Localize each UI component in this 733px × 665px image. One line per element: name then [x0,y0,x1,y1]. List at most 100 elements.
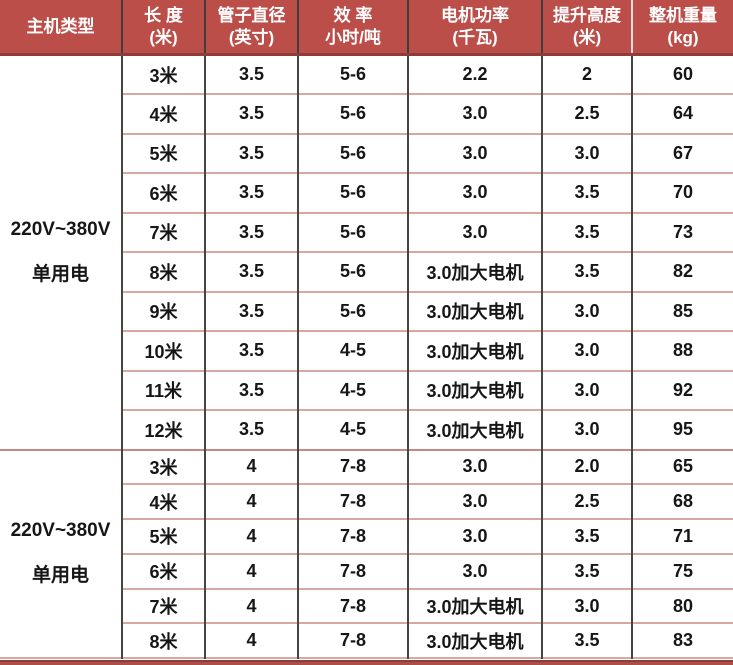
table-cell: 3.5 [541,172,632,213]
table-cell: 8米 [121,251,205,292]
table-cell: 12米 [121,409,205,450]
table-row: 4米 3.5 5-6 3.0 2.5 64 [0,93,733,134]
table-cell: 7-8 [297,587,408,624]
table-header: 主机类型 长 度 (米) 管子直径 (英寸) 效 率 小时/吨 电机功率 [0,0,733,56]
table-cell: 5-6 [297,172,408,213]
table-cell: 3.5 [541,251,632,292]
machine-type-label: 220V~380V [10,520,111,542]
column-header-efficiency: 效 率 小时/吨 [297,0,408,56]
table-row: 8米 4 7-8 3.0加大电机 3.5 83 [0,622,733,659]
table-cell: 3.5 [204,409,298,450]
table-cell: 75 [631,552,733,589]
column-header-pipe-diameter: 管子直径 (英寸) [204,0,298,56]
table-cell: 2 [541,54,632,94]
table-cell: 4 [204,518,298,554]
machine-type-label: 单用电 [31,565,89,587]
table-cell: 3.5 [541,518,632,554]
table-cell: 3.5 [204,93,298,134]
table-cell: 6米 [121,172,205,213]
table-cell: 60 [631,54,733,94]
table-cell: 3.0加大电机 [407,369,542,410]
table-cell: 2.5 [541,93,632,134]
table-cell: 68 [631,483,733,520]
table-cell: 9米 [121,290,205,331]
column-header-unit: (米) [149,27,178,47]
column-header-label: 主机类型 [26,16,95,36]
table-cell: 7米 [121,587,205,624]
column-header-unit: (英寸) [228,27,275,47]
table-cell: 5-6 [297,290,408,331]
table-cell: 3.0 [407,448,542,485]
table-cell: 3.0 [407,132,542,173]
column-header-unit: (千瓦) [452,27,498,47]
column-header-label: 提升高度 [553,6,621,26]
table-row: 6米 3.5 5-6 3.0 3.5 70 [0,172,733,213]
table-cell: 3.0 [407,211,542,252]
machine-type-label: 220V~380V [10,218,111,240]
table-cell: 5-6 [297,93,408,134]
table-cell: 4-5 [297,330,408,371]
table-cell: 3.0 [407,483,542,520]
table-cell: 71 [631,518,733,554]
table-row: 5米 4 7-8 3.0 3.5 71 [0,518,733,554]
column-header-label: 效 率 [333,6,373,26]
table-row: 9米 3.5 5-6 3.0加大电机 3.0 85 [0,290,733,331]
table-cell: 10米 [121,330,205,371]
table-cell: 3.0 [407,172,542,213]
table-cell: 3米 [121,54,205,94]
table-row: 220V~380V 单用电 3米 4 7-8 3.0 2.0 65 [0,448,733,659]
table-cell: 3.0 [541,587,632,624]
table-cell: 3.5 [204,211,298,252]
table-cell: 3.0加大电机 [407,622,542,659]
column-header-lift-height: 提升高度 (米) [541,0,632,56]
table-cell: 8米 [121,622,205,659]
table-cell: 2.0 [541,448,632,485]
table-row: 11米 3.5 4-5 3.0加大电机 3.0 92 [0,369,733,410]
table-cell: 4-5 [297,409,408,450]
table-cell: 3.0 [541,290,632,331]
table-row: 10米 3.5 4-5 3.0加大电机 3.0 88 [0,330,733,371]
column-header-motor-power: 电机功率 (千瓦) [407,0,542,56]
table-cell: 73 [631,211,733,252]
table-cell: 3.0 [407,518,542,554]
table-cell: 88 [631,330,733,371]
machine-type-label: 单用电 [31,263,89,285]
table-cell: 11米 [121,369,205,410]
table-cell: 3.5 [204,132,298,173]
table-cell: 7米 [121,211,205,252]
table-row: 8米 3.5 5-6 3.0加大电机 3.5 82 [0,251,733,292]
column-header-unit: 小时/吨 [325,27,381,47]
table-cell: 5-6 [297,132,408,173]
table-cell: 70 [631,172,733,213]
table-cell: 85 [631,290,733,331]
header-row: 主机类型 长 度 (米) 管子直径 (英寸) 效 率 小时/吨 电机功率 [0,0,733,56]
table-cell: 83 [631,622,733,659]
table-cell: 7-8 [297,448,408,485]
table-cell: 5-6 [297,211,408,252]
column-header-label: 长 度 [144,6,183,26]
table-cell: 3.5 [204,369,298,410]
table-cell: 7-8 [297,622,408,659]
table-cell: 4 [204,622,298,659]
table-cell: 95 [631,409,733,450]
table-cell: 4-5 [297,369,408,410]
table-row: 7米 4 7-8 3.0加大电机 3.0 80 [0,587,733,624]
table-cell: 3.0 [407,93,542,134]
table-cell: 3.5 [541,552,632,589]
table-cell: 3.0 [541,132,632,173]
table-cell: 64 [631,93,733,134]
table-row: 6米 4 7-8 3.0 3.5 75 [0,552,733,589]
table-cell: 2.5 [541,483,632,520]
table-group-2: 220V~380V 单用电 3米 4 7-8 3.0 2.0 65 4米 4 7-8 3.0 2.5 68… [0,448,733,659]
table-cell: 3.5 [204,172,298,213]
machine-type-cell: 220V~380V 单用电 [0,55,122,450]
table-cell: 4米 [121,483,205,520]
table-cell: 4 [204,552,298,589]
table-cell: 4 [204,587,298,624]
table-row: 220V~380V 单用电 3米 3.5 5-6 2.2 2 60 [0,54,733,285]
table-cell: 3米 [121,448,205,485]
machine-type-cell: 220V~380V 单用电 [0,448,122,659]
table-row: 12米 3.5 4-5 3.0加大电机 3.0 95 [0,409,733,450]
table-cell: 3.0加大电机 [407,409,542,450]
